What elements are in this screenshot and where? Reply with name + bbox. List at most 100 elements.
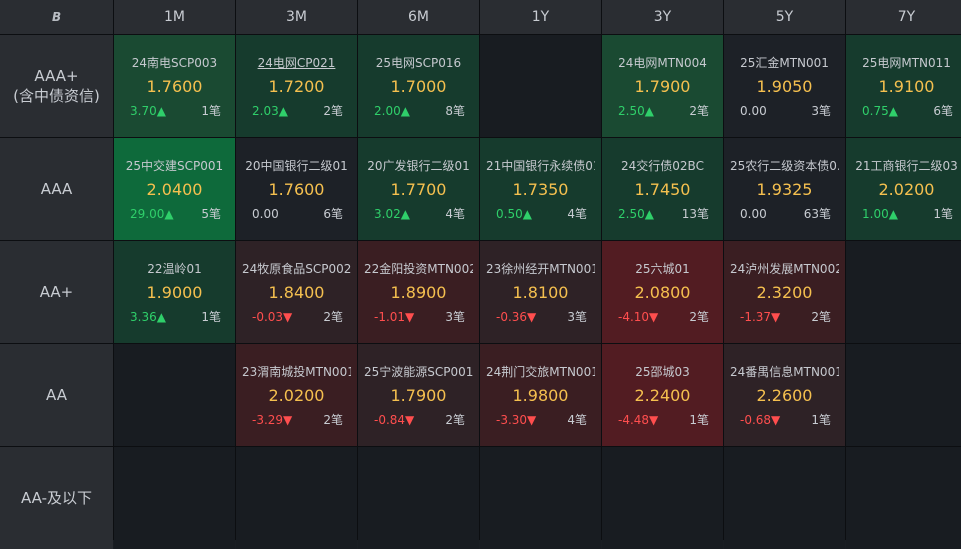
bond-name[interactable]: 25汇金MTN001 [740,56,829,70]
bond-name[interactable]: 22温岭01 [147,262,202,276]
bond-cell[interactable]: 25电网MTN011 1.9100 0.75▲ 6笔 [846,35,961,137]
bond-name[interactable]: 24电网CP021 [257,56,336,70]
bond-name[interactable]: 25邵城03 [635,365,690,379]
bond-name[interactable]: 24番禺信息MTN001 [730,365,839,379]
yield-change: 29.00▲ [130,207,174,221]
bond-yield: 2.0200 [878,180,935,199]
yield-change: 2.50▲ [618,104,654,118]
bond-name[interactable]: 20中国银行二级01 [245,159,348,173]
bond-yield: 1.9050 [756,77,813,96]
yield-change: -0.68▼ [740,413,781,427]
bond-cell[interactable]: 25汇金MTN001 1.9050 0.00 3笔 [724,35,845,137]
bond-cell[interactable]: 25邵城03 2.2400 -4.48▼ 1笔 [602,344,723,446]
tenor-header-1m[interactable]: 1M [114,0,235,34]
bond-cell[interactable]: 21中国银行永续债01 1.7350 0.50▲ 4笔 [480,138,601,240]
bond-name[interactable]: 25宁波能源SCP001 [364,365,473,379]
bond-name[interactable]: 21中国银行永续债01 [486,159,595,173]
bond-name[interactable]: 22金阳投资MTN002 [364,262,473,276]
bond-cell[interactable]: 23徐州经开MTN001 1.8100 -0.36▼ 3笔 [480,241,601,343]
bond-cell[interactable]: 21工商银行二级03 2.0200 1.00▲ 1笔 [846,138,961,240]
bond-name[interactable]: 24泸州发展MTN002 [730,262,839,276]
yield-change: 0.00 [740,207,767,221]
bond-name[interactable]: 24交行债02BC [621,159,704,173]
bond-yield: 2.0400 [146,180,203,199]
rating-header-aaa-plus: AAA+ (含中债资信) [0,35,113,137]
trade-count: 6笔 [933,104,953,118]
bond-cell[interactable]: 25中交建SCP001 2.0400 29.00▲ 5笔 [114,138,235,240]
bond-cell[interactable]: 22温岭01 1.9000 3.36▲ 1笔 [114,241,235,343]
yield-change: -0.84▼ [374,413,415,427]
bond-name[interactable]: 25中交建SCP001 [125,159,224,173]
bond-name[interactable]: 25农行二级资本债0... [730,159,839,173]
yield-change: 0.00 [740,104,767,118]
bond-yield: 1.8100 [512,283,569,302]
bond-cell[interactable]: 20广发银行二级01 1.7700 3.02▲ 4笔 [358,138,479,240]
trade-count: 4笔 [567,413,587,427]
empty-cell [480,35,601,137]
bond-cell[interactable]: 24电网MTN004 1.7900 2.50▲ 2笔 [602,35,723,137]
bond-cell[interactable]: 24荆门交旅MTN001 1.9800 -3.30▼ 4笔 [480,344,601,446]
tenor-header-6m[interactable]: 6M [358,0,479,34]
tenor-header-3m[interactable]: 3M [236,0,357,34]
trade-count: 4笔 [567,207,587,221]
trade-count: 1笔 [201,310,221,324]
bond-name[interactable]: 23徐州经开MTN001 [486,262,595,276]
rating-label: AA [46,386,67,404]
bond-name[interactable]: 25六城01 [635,262,690,276]
trade-count: 2笔 [689,310,709,324]
bond-yield: 2.0800 [634,283,691,302]
bond-yield: 1.7700 [390,180,447,199]
trade-count: 3笔 [811,104,831,118]
bond-cell[interactable]: 25电网SCP016 1.7000 2.00▲ 8笔 [358,35,479,137]
empty-cell [236,447,357,549]
yield-change: 2.00▲ [374,104,410,118]
empty-cell [114,447,235,549]
yield-change: 0.75▲ [862,104,898,118]
bond-cell[interactable]: 24交行债02BC 1.7450 2.50▲ 13笔 [602,138,723,240]
trade-count: 1笔 [933,207,953,221]
trade-count: 3笔 [445,310,465,324]
bond-cell[interactable]: 24泸州发展MTN002 2.3200 -1.37▼ 2笔 [724,241,845,343]
bond-name[interactable]: 24南电SCP003 [131,56,218,70]
yield-change: -0.36▼ [496,310,537,324]
tenor-header-5y[interactable]: 5Y [724,0,845,34]
yield-change: 2.03▲ [252,104,288,118]
bond-name[interactable]: 25电网MTN011 [862,56,951,70]
trade-count: 1笔 [201,104,221,118]
trade-count: 2笔 [811,310,831,324]
bond-cell[interactable]: 25六城01 2.0800 -4.10▼ 2笔 [602,241,723,343]
yield-change: 0.50▲ [496,207,532,221]
empty-cell [114,344,235,446]
bond-cell[interactable]: 25宁波能源SCP001 1.7900 -0.84▼ 2笔 [358,344,479,446]
bond-cell[interactable]: 23渭南城投MTN001 2.0200 -3.29▼ 2笔 [236,344,357,446]
bond-name[interactable]: 25电网SCP016 [375,56,462,70]
bond-cell[interactable]: 24电网CP021 1.7200 2.03▲ 2笔 [236,35,357,137]
empty-cell [480,447,601,549]
rating-header-aa-minus-below: AA-及以下 [0,447,113,549]
bond-yield: 1.8900 [390,283,447,302]
empty-cell [358,447,479,549]
bond-cell[interactable]: 24牧原食品SCP002... 1.8400 -0.03▼ 2笔 [236,241,357,343]
bond-cell[interactable]: 24番禺信息MTN001 2.2600 -0.68▼ 1笔 [724,344,845,446]
bond-name[interactable]: 20广发银行二级01 [367,159,470,173]
bond-name[interactable]: 24电网MTN004 [618,56,707,70]
bond-name[interactable]: 23渭南城投MTN001 [242,365,351,379]
bond-yield: 1.9100 [878,77,935,96]
bond-name[interactable]: 21工商银行二级03 [855,159,958,173]
bond-cell[interactable]: 25农行二级资本债0... 1.9325 0.00 63笔 [724,138,845,240]
bond-name[interactable]: 24荆门交旅MTN001 [486,365,595,379]
yield-change: -0.03▼ [252,310,293,324]
empty-cell [846,241,961,343]
bond-cell[interactable]: 24南电SCP003 1.7600 3.70▲ 1笔 [114,35,235,137]
tenor-header-1y[interactable]: 1Y [480,0,601,34]
tenor-header-3y[interactable]: 3Y [602,0,723,34]
bond-name[interactable]: 24牧原食品SCP002... [242,262,351,276]
empty-cell [724,447,845,549]
logo-icon: B [52,10,62,24]
bond-cell[interactable]: 22金阳投资MTN002 1.8900 -1.01▼ 3笔 [358,241,479,343]
tenor-header-7y[interactable]: 7Y [846,0,961,34]
yield-change: 2.50▲ [618,207,654,221]
bond-cell[interactable]: 20中国银行二级01 1.7600 0.00 6笔 [236,138,357,240]
yield-change: 3.70▲ [130,104,166,118]
